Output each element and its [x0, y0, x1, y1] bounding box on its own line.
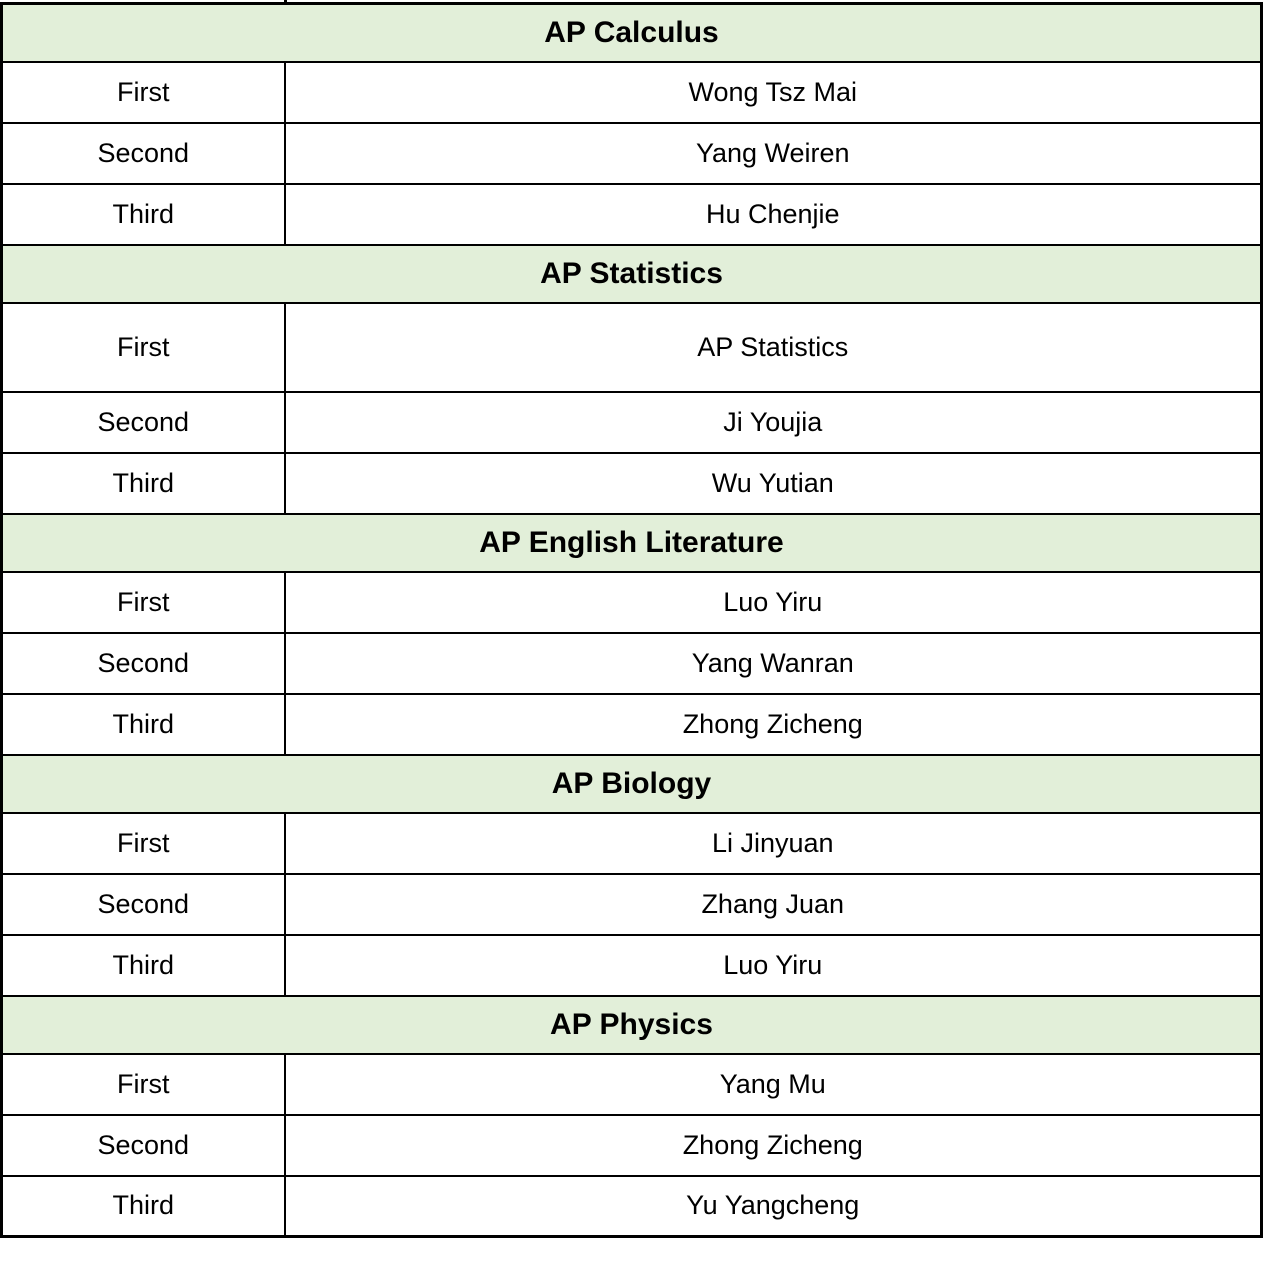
winner-cell: Yang Weiren: [283, 121, 1263, 185]
table-row: Second Zhong Zicheng: [0, 1113, 1263, 1177]
awards-table: AP Calculus First Wong Tsz Mai Second Ya…: [0, 2, 1263, 1238]
winner-cell: Yang Mu: [283, 1052, 1263, 1116]
winner-cell: Wong Tsz Mai: [283, 60, 1263, 124]
subject-header-cell: AP English Literature: [0, 512, 1263, 573]
rank-cell: First: [0, 811, 286, 875]
subject-header-cell: AP Statistics: [0, 243, 1263, 304]
table-row: Third Hu Chenjie: [0, 182, 1263, 246]
winner-cell: Wu Yutian: [283, 451, 1263, 515]
winner-cell: Li Jinyuan: [283, 811, 1263, 875]
rank-cell: Second: [0, 390, 286, 454]
rank-cell: First: [0, 60, 286, 124]
winner-cell: Ji Youjia: [283, 390, 1263, 454]
rank-cell: Third: [0, 933, 286, 997]
table-row: Third Zhong Zicheng: [0, 692, 1263, 756]
rank-cell: First: [0, 301, 286, 393]
winner-cell: Zhong Zicheng: [283, 692, 1263, 756]
subject-header-row: AP Statistics: [0, 243, 1263, 304]
table-row: Third Wu Yutian: [0, 451, 1263, 515]
table-row: Second Ji Youjia: [0, 390, 1263, 454]
table-row: First Yang Mu: [0, 1052, 1263, 1116]
subject-header-row: AP English Literature: [0, 512, 1263, 573]
rank-cell: Second: [0, 872, 286, 936]
rank-cell: First: [0, 570, 286, 634]
rank-cell: Second: [0, 121, 286, 185]
subject-header-cell: AP Biology: [0, 753, 1263, 814]
rank-cell: Second: [0, 1113, 286, 1177]
table-row: Third Luo Yiru: [0, 933, 1263, 997]
table-row: Second Yang Weiren: [0, 121, 1263, 185]
table-row: Second Yang Wanran: [0, 631, 1263, 695]
winner-cell: Yang Wanran: [283, 631, 1263, 695]
table-row: First Li Jinyuan: [0, 811, 1263, 875]
table-row: First AP Statistics: [0, 301, 1263, 393]
rank-cell: First: [0, 1052, 286, 1116]
rank-cell: Third: [0, 692, 286, 756]
table-row: Third Yu Yangcheng: [0, 1174, 1263, 1238]
rank-cell: Third: [0, 182, 286, 246]
subject-header-row: AP Calculus: [0, 2, 1263, 63]
winner-cell: Luo Yiru: [283, 570, 1263, 634]
winner-cell: Zhong Zicheng: [283, 1113, 1263, 1177]
winner-cell: Hu Chenjie: [283, 182, 1263, 246]
subject-header-cell: AP Calculus: [0, 2, 1263, 63]
winner-cell: Luo Yiru: [283, 933, 1263, 997]
winner-cell: AP Statistics: [283, 301, 1263, 393]
subject-header-cell: AP Physics: [0, 994, 1263, 1055]
winner-cell: Zhang Juan: [283, 872, 1263, 936]
rank-cell: Third: [0, 451, 286, 515]
subject-header-row: AP Physics: [0, 994, 1263, 1055]
table-row: First Luo Yiru: [0, 570, 1263, 634]
rank-cell: Third: [0, 1174, 286, 1238]
table-row: Second Zhang Juan: [0, 872, 1263, 936]
table-row: First Wong Tsz Mai: [0, 60, 1263, 124]
winner-cell: Yu Yangcheng: [283, 1174, 1263, 1238]
subject-header-row: AP Biology: [0, 753, 1263, 814]
rank-cell: Second: [0, 631, 286, 695]
